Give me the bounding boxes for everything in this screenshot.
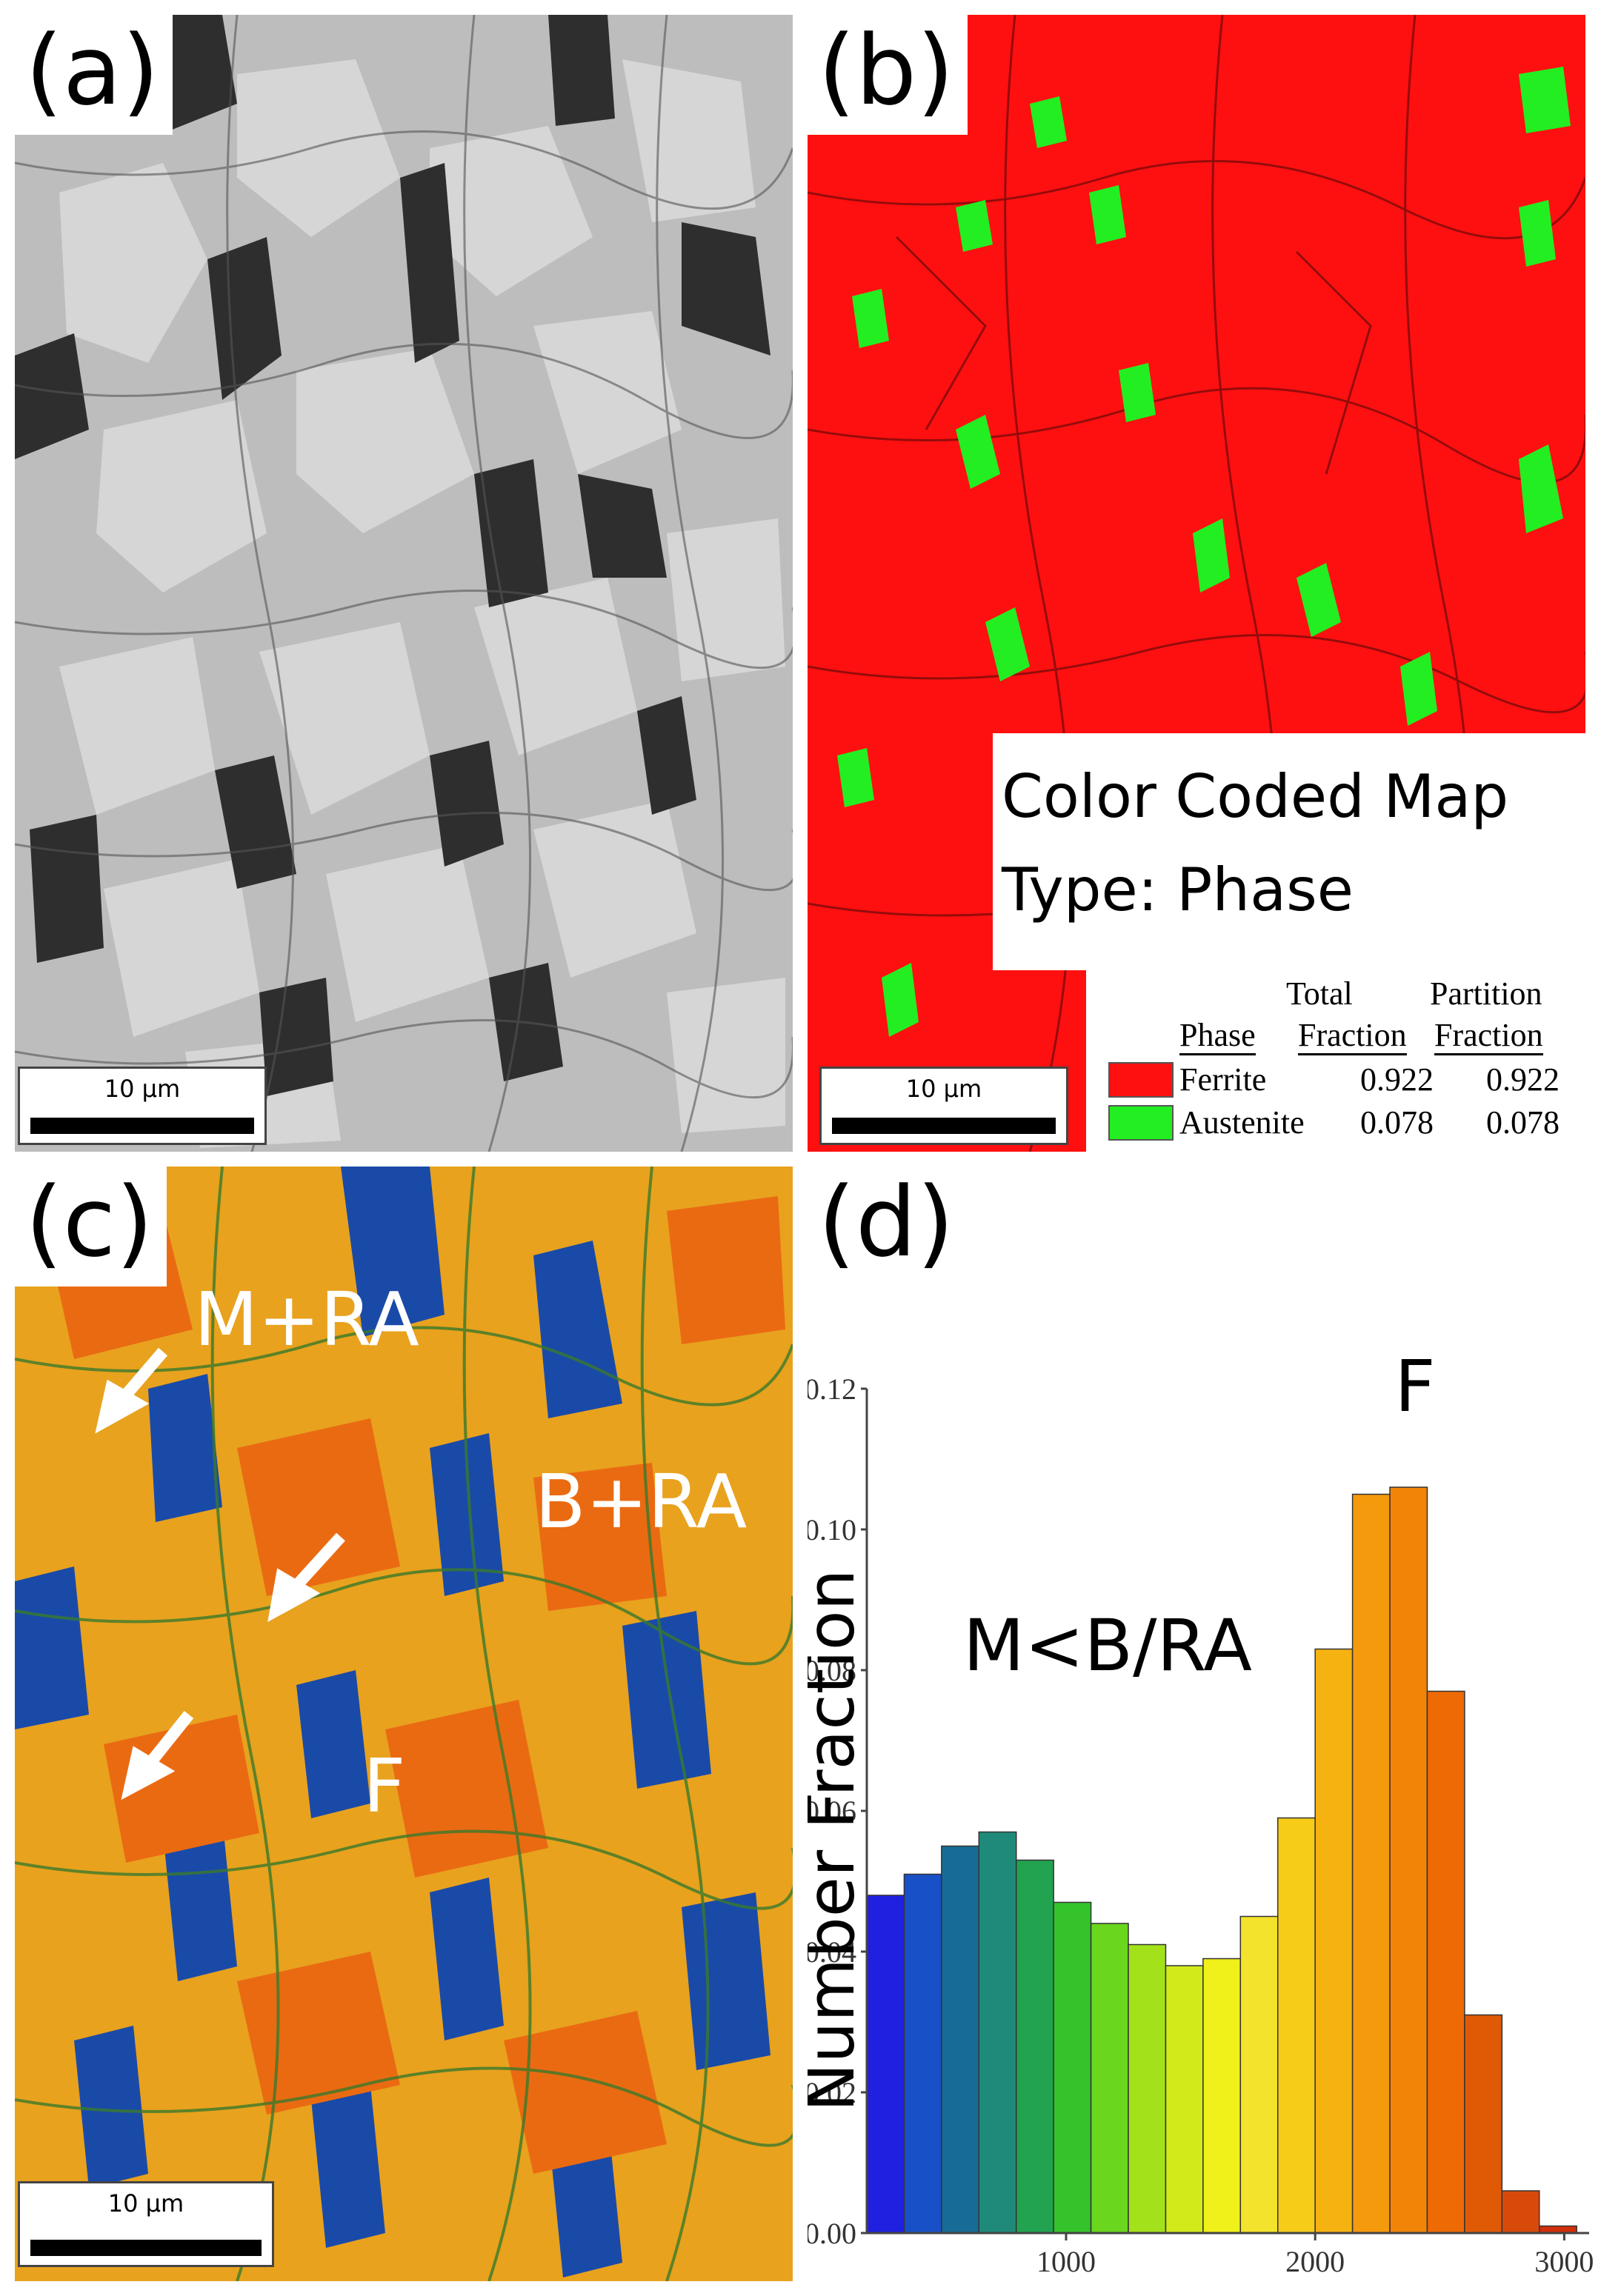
histogram-bar (1165, 1965, 1204, 2234)
panel-a-scale-bar: 10 µm (18, 1067, 267, 1145)
annotation-m-ra: M+RA (194, 1276, 419, 1363)
histogram-bar (978, 1831, 1017, 2234)
y-tick-label: 0.10 (808, 1513, 856, 1546)
annotation-b-ra: B+RA (535, 1458, 748, 1545)
table-header-partition-fraction: Fraction (1434, 1019, 1543, 1055)
x-tick-label: 3000 (1534, 2245, 1594, 2278)
ferrite-partition-fraction: 0.922 (1486, 1061, 1560, 1098)
x-tick-label: 2000 (1285, 2245, 1345, 2278)
iq-histogram-chart: 0.00 0.02 0.04 0.06 0.08 0.10 0.12 1000 2000 3000… (808, 1345, 1594, 2278)
phase-fraction-table: Total Partition Phase Fraction Fraction … (1086, 963, 1585, 1152)
map-title-box: Color Coded Map Type: Phase (993, 733, 1585, 970)
peak-label-left: M<B/RA (963, 1604, 1252, 1687)
histogram-bar (1128, 1943, 1167, 2234)
x-tick-label: 1000 (1036, 2245, 1096, 2278)
y-axis-label: Number Fraction (808, 1569, 869, 2112)
austenite-phase-name: Austenite (1179, 1104, 1305, 1141)
panel-b-scale-text: 10 µm (905, 1075, 982, 1103)
y-tick-label: 0.02 (808, 2076, 856, 2109)
histogram-bar (1389, 1486, 1428, 2234)
histogram-bar (1351, 1493, 1391, 2234)
histogram-bar (1202, 1958, 1242, 2234)
panel-a-scale-line (30, 1118, 254, 1134)
panel-a-micrograph (15, 15, 793, 1152)
histogram-bar (1426, 1690, 1465, 2234)
austenite-color-swatch (1108, 1105, 1174, 1141)
y-tick-label: 0.00 (808, 2217, 856, 2250)
arrow-b-ra-head (267, 1568, 321, 1622)
histogram-bar (1501, 2190, 1540, 2234)
panel-c-scale-line (30, 2240, 262, 2256)
histogram-bar (1090, 1923, 1129, 2234)
table-header-phase: Phase (1179, 1019, 1256, 1055)
y-tick-label: 0.04 (808, 1935, 856, 1969)
ferrite-phase-name: Ferrite (1179, 1061, 1267, 1098)
y-tick-label: 0.12 (808, 1372, 856, 1406)
panel-b-label: (b) (808, 15, 968, 135)
panel-d-label: (d) (808, 1167, 968, 1287)
histogram-bar (1053, 1901, 1092, 2234)
histogram-bar (1277, 1817, 1316, 2234)
panel-d-histogram: 0.00 0.02 0.04 0.06 0.08 0.10 0.12 1000 2000 3000… (808, 1167, 1601, 2281)
austenite-total-fraction: 0.078 (1360, 1104, 1434, 1141)
table-header-total-fraction: Fraction (1298, 1019, 1407, 1055)
y-tick-label: 0.08 (808, 1654, 856, 1687)
histogram-bar (941, 1845, 980, 2234)
panel-b-scale-bar: 10 µm (819, 1067, 1068, 1145)
histogram-bar (1015, 1859, 1054, 2234)
map-title: Color Coded Map (1002, 762, 1509, 831)
panel-c-label: (c) (15, 1167, 167, 1287)
histogram-bar (1464, 2014, 1503, 2234)
histogram-bar (903, 1873, 942, 2234)
histogram-bar (866, 1895, 905, 2234)
map-type: Type: Phase (1002, 855, 1354, 924)
arrow-m-ra-head (95, 1379, 150, 1434)
ferrite-total-fraction: 0.922 (1360, 1061, 1434, 1098)
annotation-f: F (363, 1743, 406, 1829)
histogram-bar (1314, 1648, 1354, 2234)
table-header-partition: Partition (1430, 975, 1542, 1012)
annotation-arrows (95, 1347, 345, 1801)
grayscale-micrograph-image (15, 15, 793, 1152)
table-header-total: Total (1286, 975, 1353, 1012)
panel-c-scale-bar: 10 µm (18, 2181, 274, 2267)
y-tick-label: 0.06 (808, 1795, 856, 1828)
arrow-f-head (121, 1746, 176, 1801)
histogram-bar (1239, 1915, 1279, 2234)
panel-a-scale-text: 10 µm (104, 1075, 181, 1103)
panel-b-scale-line (832, 1118, 1056, 1134)
peak-label-right: F (1394, 1345, 1435, 1428)
austenite-partition-fraction: 0.078 (1486, 1104, 1560, 1141)
ferrite-color-swatch (1108, 1062, 1174, 1098)
panel-a-label: (a) (15, 15, 173, 135)
panel-c-scale-text: 10 µm (107, 2189, 184, 2217)
